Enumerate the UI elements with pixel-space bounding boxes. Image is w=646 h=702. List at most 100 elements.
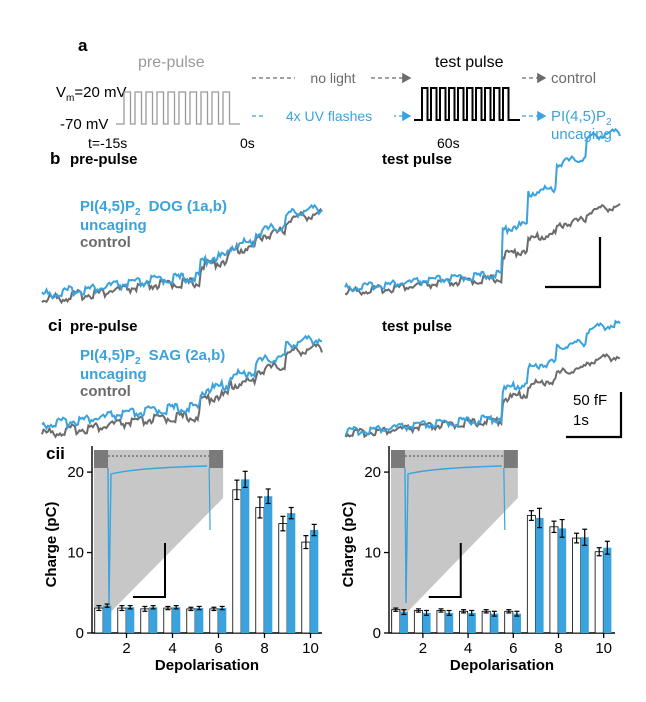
left-bar (94, 607, 104, 634)
left-y-tick-label: 0 (76, 625, 84, 642)
right-inset-background (391, 450, 518, 629)
panel-b-right-title: test pulse (382, 151, 452, 168)
panel-ci-legend-uncaging: uncaging (80, 366, 147, 383)
right-bar (580, 537, 589, 633)
right-x-tick-label: 2 (419, 640, 427, 657)
test-pulse-train (414, 87, 520, 121)
right-bar (391, 609, 401, 634)
panel-cii-label: cii (46, 444, 65, 463)
left-bar (287, 513, 296, 633)
left-bar (172, 607, 181, 633)
charge-chart-right: 0 10 20 Charge (pC) 2 4 6 8 10 Depolarisation (340, 446, 615, 674)
panel-b-left-uncaging-trace (41, 203, 323, 300)
panel-a-label: a (78, 36, 88, 55)
panel-b-left-title: pre-pulse (70, 151, 138, 168)
rest-potential-label: -70 mV (60, 116, 108, 133)
left-inset-current-trace (107, 465, 208, 604)
left-y-axis-label: Charge (pC) (43, 502, 60, 588)
left-x-axis-label: Depolarisation (155, 657, 259, 674)
left-inset-right-pulse (209, 450, 224, 468)
right-y-tick-label: 0 (373, 625, 381, 642)
panel-b: b pre-pulse test pulse PI(4,5)P2 DOG (1a,… (41, 127, 621, 305)
left-x-tick-label: 6 (214, 640, 222, 657)
panel-ci-legend-control: control (80, 383, 131, 400)
charge-chart-left: 0 10 20 Charge (pC) 2 4 6 8 10 Depolarisation (43, 446, 322, 674)
left-x-tick-label: 4 (168, 640, 176, 657)
right-bar (549, 526, 559, 634)
left-x-tick-label: 10 (302, 640, 319, 657)
left-bar (264, 496, 273, 633)
right-x-tick-label: 4 (464, 640, 472, 657)
panel-a: a pre-pulse Vm=20 mV -70 mV t=-15s 0s 60… (56, 36, 612, 151)
left-bar (103, 605, 112, 633)
right-inset-current-trace (404, 465, 502, 604)
left-bar (310, 530, 319, 633)
left-inset-scale-bar (133, 543, 167, 598)
right-bar (459, 610, 469, 634)
right-bar (436, 610, 446, 634)
right-bar (603, 547, 612, 633)
left-bar (232, 489, 242, 634)
panel-ci-label: ci (48, 316, 62, 335)
time-zero-label: 0s (240, 135, 255, 151)
right-bar (558, 528, 567, 633)
left-x-tick-label: 2 (122, 640, 130, 657)
left-bar (278, 523, 288, 634)
right-inset-scale-bar (428, 543, 462, 598)
right-bar (512, 613, 521, 633)
right-bar (535, 517, 544, 633)
panel-ci-right-control-trace (344, 353, 621, 439)
vm-label: Vm=20 mV (56, 84, 126, 104)
uv-flash-label: 4x UV flashes (286, 108, 372, 124)
panel-ci-legend-pip2: PI(4,5)P2 SAG (2a,b) (80, 347, 225, 367)
panel-ci-left-uncaging-trace (41, 334, 323, 431)
panel-b-scale-bar (545, 237, 602, 289)
uncaging-outcome: uncaging (551, 126, 612, 143)
right-bar (422, 612, 431, 633)
time-60-label: 60s (437, 135, 460, 151)
no-light-label: no light (310, 70, 355, 86)
right-x-tick-label: 8 (554, 640, 562, 657)
left-bar (126, 607, 135, 633)
right-x-tick-label: 6 (509, 640, 517, 657)
right-inset-left-pulse (391, 450, 405, 468)
left-bar (195, 608, 204, 633)
control-outcome: control (551, 70, 596, 87)
right-x-tick-label: 10 (595, 640, 612, 657)
left-inset-left-pulse (94, 450, 108, 468)
left-bar (241, 479, 250, 633)
right-bar (467, 612, 476, 633)
left-bar (149, 607, 158, 633)
right-bar (413, 610, 423, 634)
prepulse-title: pre-pulse (138, 54, 205, 71)
left-bar (117, 607, 127, 634)
right-bar (399, 612, 408, 633)
panel-b-label: b (50, 149, 60, 168)
right-bar (504, 610, 514, 634)
left-bar (186, 608, 196, 634)
left-x-tick-label: 8 (260, 640, 268, 657)
right-inset-right-pulse (503, 450, 518, 468)
panel-b-legend-uncaging: uncaging (80, 217, 147, 234)
panel-ci: ci pre-pulse test pulse PI(4,5)P2 SAG (2a… (41, 316, 623, 439)
panel-b-legend-pip2: PI(4,5)P2 DOG (1a,b) (80, 198, 227, 218)
right-y-tick-label: 10 (364, 545, 381, 562)
right-x-axis-label: Depolarisation (450, 657, 554, 674)
right-y-axis-label: Charge (pC) (340, 502, 357, 588)
right-bar (526, 515, 536, 634)
panel-ci-right-title: test pulse (382, 318, 452, 335)
panel-ci-left-control-trace (41, 342, 323, 439)
left-inset-tail-current (208, 467, 211, 531)
scale-y-label: 50 fF (573, 392, 607, 409)
right-bar (594, 551, 604, 634)
left-bar (301, 541, 311, 634)
pip2-outcome: PI(4,5)P2 (551, 108, 612, 128)
time-start-label: t=-15s (88, 135, 127, 151)
panel-ci-scale-bar (566, 392, 623, 439)
left-bar (140, 608, 150, 634)
left-bar (255, 507, 265, 634)
left-inset-background (94, 450, 224, 629)
panel-b-legend-control: control (80, 234, 131, 251)
